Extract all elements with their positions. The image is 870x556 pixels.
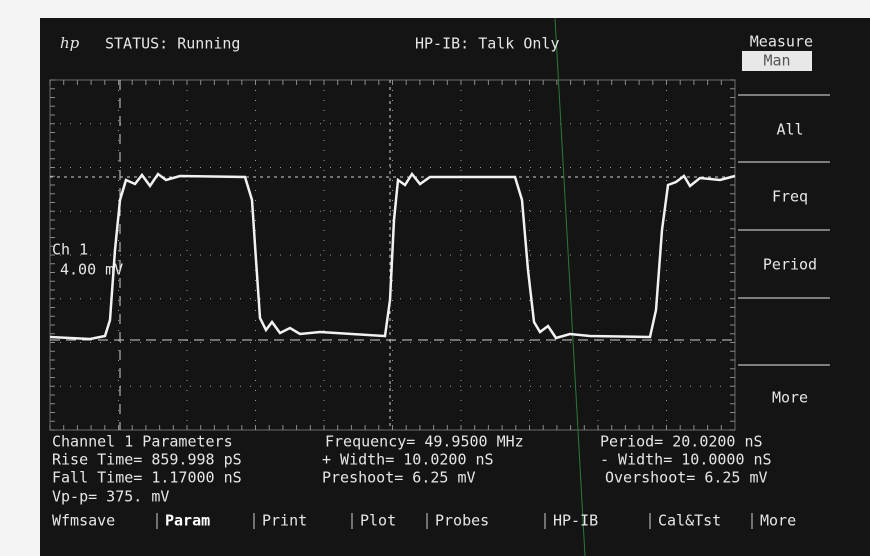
menu-button[interactable]: Freq bbox=[772, 188, 808, 206]
menu-button[interactable]: Period bbox=[763, 256, 817, 274]
parameters-title: Channel 1 Parameters bbox=[52, 433, 233, 451]
parameter: Period= 20.0200 nS bbox=[600, 433, 763, 451]
graticule bbox=[49, 79, 736, 431]
menu-button[interactable]: More bbox=[772, 389, 808, 407]
mode-box[interactable] bbox=[742, 51, 812, 71]
softkey[interactable]: Probes bbox=[435, 512, 489, 530]
scan-artifact bbox=[554, 17, 586, 556]
softkey[interactable]: Print bbox=[262, 512, 307, 530]
parameter: Rise Time= 859.998 pS bbox=[52, 451, 242, 469]
softkey[interactable]: Cal&Tst bbox=[658, 512, 721, 530]
logo: hp bbox=[60, 34, 80, 52]
screen-background bbox=[40, 18, 870, 556]
menu-mode[interactable]: Man bbox=[763, 52, 790, 70]
parameter: Fall Time= 1.17000 nS bbox=[52, 469, 242, 487]
softkey[interactable]: Plot bbox=[360, 512, 396, 530]
parameter: Overshoot= 6.25 mV bbox=[605, 469, 768, 487]
menu-separators bbox=[738, 94, 830, 366]
parameter: Vp-p= 375. mV bbox=[52, 488, 169, 506]
waveform bbox=[49, 171, 736, 341]
channel-name: Ch 1 bbox=[52, 241, 88, 259]
parameter: + Width= 10.0200 nS bbox=[322, 451, 494, 469]
status: STATUS: Running bbox=[105, 35, 240, 53]
menu-button[interactable]: All bbox=[776, 121, 803, 139]
menu-title: Measure bbox=[750, 33, 813, 51]
softkey[interactable]: HP-IB bbox=[553, 512, 598, 530]
parameter: - Width= 10.0000 nS bbox=[600, 451, 772, 469]
text-layer: All Freq Period More Channel 1 Parameters Fre… bbox=[52, 121, 817, 530]
softkey[interactable]: Param bbox=[165, 512, 210, 530]
softkey[interactable]: More bbox=[760, 512, 796, 530]
parameter: Preshoot= 6.25 mV bbox=[322, 469, 476, 487]
hpib-status: HP-IB: Talk Only bbox=[415, 35, 560, 53]
channel-scale: 4.00 mV bbox=[60, 261, 123, 279]
parameter: Frequency= 49.9500 MHz bbox=[325, 433, 524, 451]
softkey[interactable]: Wfmsave bbox=[52, 512, 115, 530]
